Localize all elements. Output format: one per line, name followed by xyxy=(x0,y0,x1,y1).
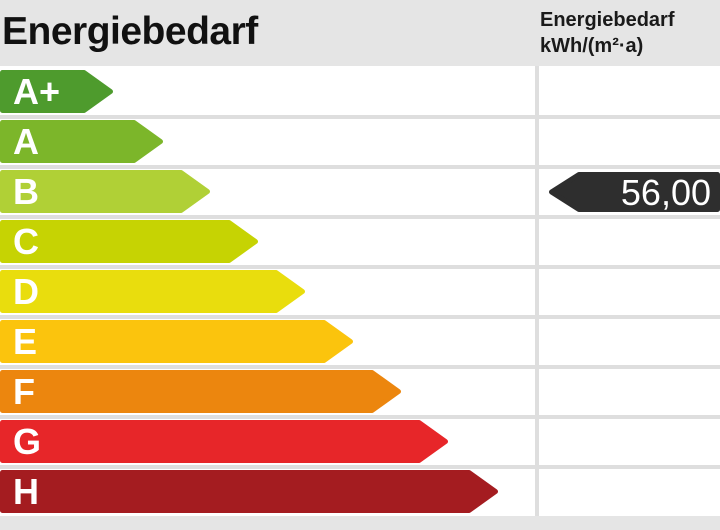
value-badge: 56,00 xyxy=(549,172,720,213)
grade-bar-arrow-icon xyxy=(0,170,210,213)
unit-header-title: Energiebedarf xyxy=(540,9,675,31)
row-separator xyxy=(0,415,720,419)
grade-label: B xyxy=(13,171,39,212)
footer-strip xyxy=(0,516,720,530)
row-separator xyxy=(0,365,720,369)
row-separator xyxy=(0,265,720,269)
grade-bar-arrow-icon xyxy=(0,420,448,463)
row-separator xyxy=(0,465,720,469)
grade-label: F xyxy=(13,371,35,412)
unit-header: Energiebedarf kWh/(m²·a) xyxy=(540,7,674,59)
grade-label: G xyxy=(13,421,42,462)
row-separator xyxy=(0,165,720,169)
row-separator xyxy=(0,315,720,319)
grade-bar-arrow-icon xyxy=(0,220,258,263)
scale-row-a-plus: A+ xyxy=(0,70,720,113)
scale-row-b: B xyxy=(0,170,720,213)
grade-label: A xyxy=(13,121,39,162)
grade-bar-arrow-icon xyxy=(0,320,353,363)
grade-label: A+ xyxy=(13,71,61,112)
unit-header-unit: kWh/(m²·a) xyxy=(540,35,644,57)
grade-bar-arrow-icon xyxy=(0,70,113,113)
grade-bar-arrow-icon xyxy=(0,470,498,513)
scale-row-c: C xyxy=(0,220,720,263)
scale-row-f: F xyxy=(0,370,720,413)
grade-label: H xyxy=(13,471,39,512)
grade-bar-arrow-icon xyxy=(0,370,401,413)
page-title: Energiebedarf xyxy=(2,10,258,53)
value-badge-arrow-icon xyxy=(549,172,720,212)
scale-row-h: H xyxy=(0,470,720,513)
grade-bar-arrow-icon xyxy=(0,120,163,163)
row-separator xyxy=(0,215,720,219)
value-column-separator xyxy=(535,66,539,530)
row-separator xyxy=(0,115,720,119)
value-text: 56,00 xyxy=(620,172,711,213)
scale-row-d: D xyxy=(0,270,720,313)
scale-row-a: A xyxy=(0,120,720,163)
header: Energiebedarf Energiebedarf kWh/(m²·a) xyxy=(0,0,720,66)
grade-label: E xyxy=(13,321,38,362)
grade-label: D xyxy=(13,271,39,312)
scale-row-e: E xyxy=(0,320,720,363)
grade-label: C xyxy=(13,221,39,262)
scale-row-g: G xyxy=(0,420,720,463)
grade-bar-arrow-icon xyxy=(0,270,305,313)
